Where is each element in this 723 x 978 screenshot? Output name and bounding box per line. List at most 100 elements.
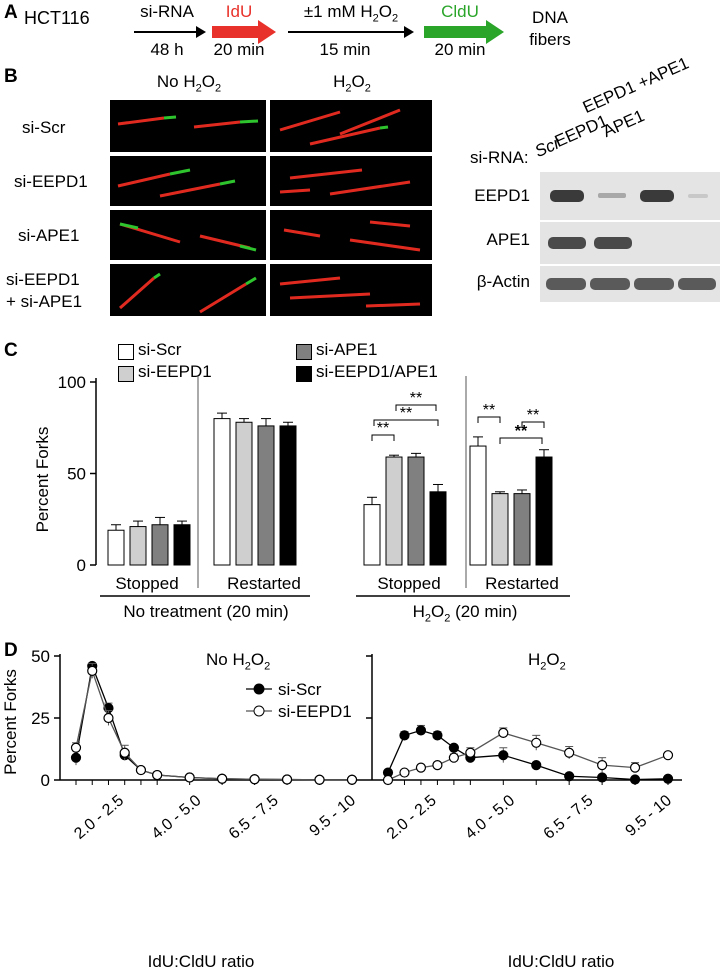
point-d-left-1-7 [217, 773, 228, 784]
line-chart-d: Percent Forks 0 25 50 2.0 - 2.5 4.0 - 5.0 6.5 … [1, 647, 682, 843]
bar-1-3 [491, 493, 509, 566]
point-d-left-1-8 [249, 774, 260, 785]
x-tick-label-d-right: 6.5 - 7.5 [541, 792, 597, 843]
step1-above: si-RNA [140, 2, 194, 21]
panel-d-title-right: H2O2 [528, 650, 566, 673]
point-d-right-1-3 [432, 760, 443, 771]
point-d-right-0-11 [662, 773, 674, 784]
panel-c-legend: si-Scr si-EEPD1 si-APE1 si-EEPD1/APE1 [118, 340, 518, 386]
bar-0-1 [213, 418, 231, 566]
panel-d-title-left: No H2O2 [206, 650, 271, 673]
blot-strip-actin [540, 266, 720, 302]
group-label-restarted-2: Restarted [485, 574, 559, 593]
y-axis-label-d: Percent Forks [1, 669, 20, 775]
bar-1-1 [235, 421, 253, 566]
y-axis-label-c: Percent Forks [33, 427, 52, 533]
step4-below: 20 min [434, 40, 486, 59]
point-d-left-1-4 [135, 764, 147, 776]
point-d-right-1-11 [662, 750, 674, 761]
point-d-right-1-0 [382, 774, 394, 786]
step2-below: 20 min [213, 40, 265, 59]
y-tick-label-d: 0 [41, 771, 50, 790]
treatment-label-none: No treatment (20 min) [123, 602, 289, 621]
bar-1-0 [129, 526, 147, 566]
fiber-image-ape1-no [110, 210, 266, 260]
arrow-h2o2 [288, 26, 414, 38]
point-d-right-0-7 [531, 760, 542, 771]
series-line-left-1 [75, 668, 352, 781]
legend-d-marker-eepd1 [253, 705, 265, 717]
row-label-si-ape1: si-APE1 [18, 226, 80, 245]
bar-2-0 [151, 524, 169, 566]
point-d-left-1-1 [87, 665, 98, 676]
row-label-combo-1: si-EEPD1 [6, 270, 80, 289]
point-d-right-1-4 [448, 752, 459, 763]
x-tick-label-d-left: 2.0 - 2.5 [71, 792, 127, 843]
point-d-right-1-5 [465, 747, 476, 758]
fiber-image-eepd1-no [110, 156, 266, 206]
point-d-right-1-6 [498, 727, 509, 738]
point-d-right-1-10 [629, 762, 641, 773]
treatment-label-h2o2: H2O2 (20 min) [412, 602, 518, 625]
sig-c2-bracket [373, 419, 439, 426]
x-tick-label-d-left: 4.0 - 5.0 [149, 792, 205, 843]
sig-c6-bracket [499, 437, 543, 444]
point-d-left-1-5 [152, 769, 163, 781]
panel-d-label: D [4, 640, 18, 661]
group-label-stopped-1: Stopped [115, 574, 179, 593]
bar-0-0 [107, 529, 125, 566]
lane-label-eepd1: EEPD1 [551, 111, 611, 152]
fiber-image-combo-h2o2 [270, 264, 432, 316]
bar-3-2 [429, 491, 447, 566]
panel-a-arrows [134, 20, 504, 44]
point-d-left-1-9 [281, 774, 293, 785]
legend-swatch-combo [296, 366, 312, 382]
x-tick-label-d-right: 9.5 - 10 [622, 792, 675, 840]
point-d-right-1-1 [399, 767, 410, 778]
bar-2-2 [407, 456, 425, 566]
band-label-ape1: APE1 [486, 230, 530, 249]
panel-c-label: C [4, 340, 18, 361]
bar-3-0 [173, 524, 191, 566]
series-line-right-1 [387, 732, 669, 781]
point-d-left-1-2 [103, 712, 114, 724]
blot-strip-ape1 [540, 222, 720, 264]
bar-1-2 [385, 456, 403, 566]
col-h2o2: H2O2 [333, 72, 371, 95]
arrow-sirna [134, 26, 206, 38]
fiber-image-scr-h2o2 [270, 100, 432, 152]
step2-above: IdU [225, 2, 253, 21]
sirna-label: si-RNA: [470, 148, 529, 167]
sig-c6-stars: ** [515, 423, 528, 440]
sig-c5-stars: ** [527, 407, 539, 424]
point-d-right-0-8 [564, 771, 575, 782]
lane-label-ape1: APE1 [599, 106, 648, 142]
sig-c5-bracket [521, 421, 545, 428]
legend-label-scr: si-Scr [138, 340, 182, 359]
point-d-right-0-9 [597, 772, 608, 783]
sig-c4-bracket [477, 416, 501, 423]
legend-swatch-ape1 [296, 344, 312, 360]
bar-3-1 [279, 425, 297, 566]
point-d-left-1-0 [70, 742, 82, 753]
legend-swatch-eepd1 [118, 366, 134, 382]
sig-c1-bracket [371, 434, 395, 441]
x-tick-label-d-left: 9.5 - 10 [307, 792, 360, 840]
cell-line-label: HCT116 [24, 8, 90, 28]
end-label-2: fibers [529, 30, 571, 49]
point-d-right-1-9 [597, 760, 608, 771]
y-tick-label-c: 0 [77, 556, 86, 575]
legend-label-ape1: si-APE1 [316, 340, 378, 359]
sig-c3-stars: ** [410, 390, 422, 407]
blot-strip-eepd1 [540, 172, 720, 220]
sig-c4-stars: ** [483, 402, 495, 419]
group-label-stopped-2: Stopped [377, 574, 441, 593]
step1-below: 48 h [150, 40, 184, 59]
bar-0-3 [469, 445, 487, 566]
arrow-cldu [424, 20, 504, 44]
point-d-right-0-6 [498, 750, 509, 761]
point-d-right-0-3 [432, 730, 443, 741]
y-tick-label-c: 50 [67, 465, 86, 484]
col-no-h2o2: No H2O2 [156, 72, 222, 95]
